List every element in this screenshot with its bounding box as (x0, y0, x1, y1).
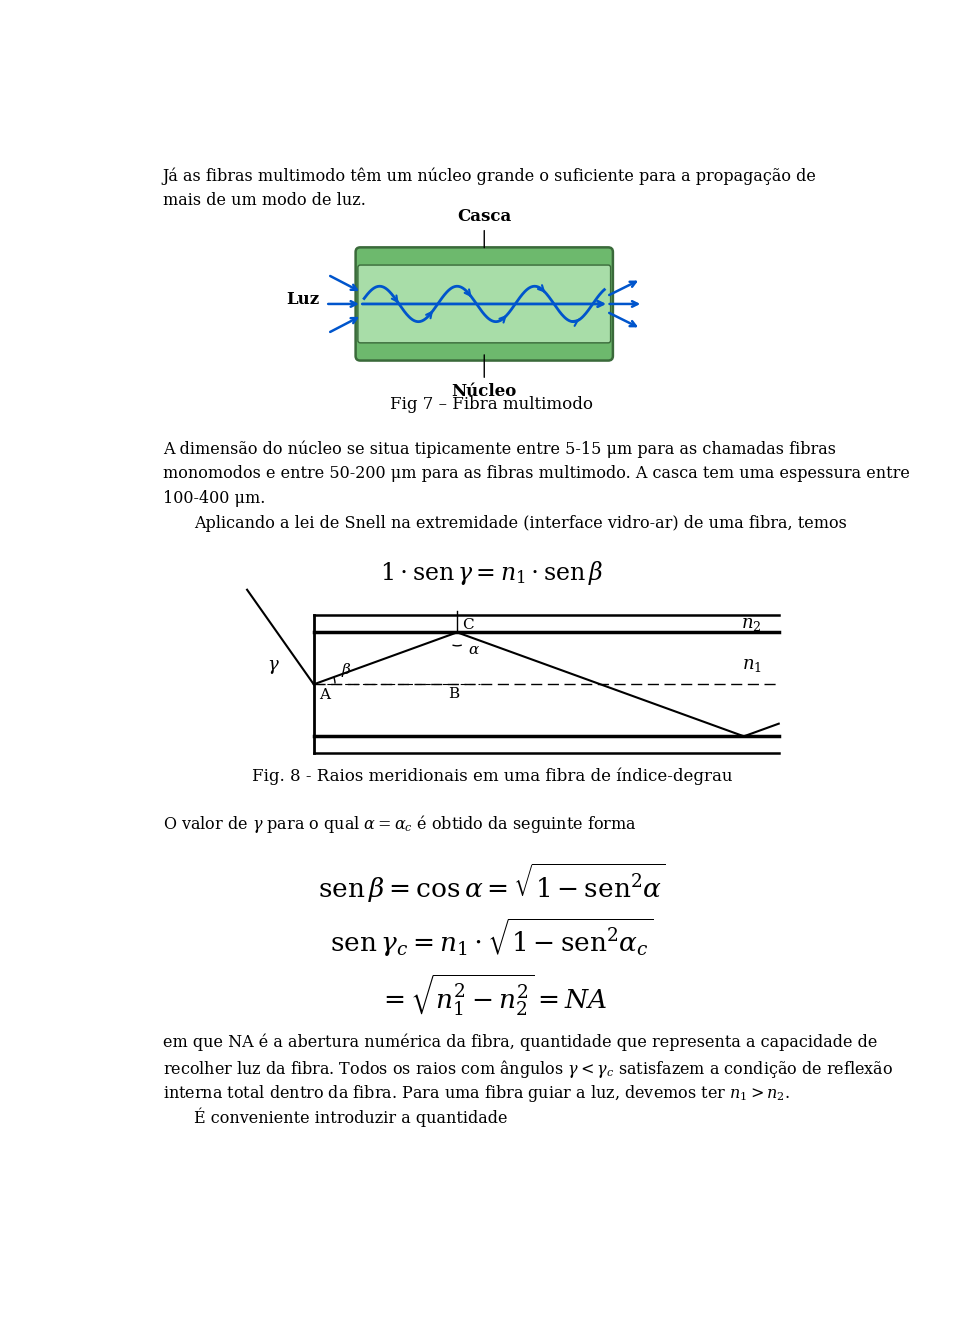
Text: $n_2$: $n_2$ (741, 615, 762, 633)
Text: $\alpha$: $\alpha$ (468, 641, 480, 657)
Text: $\gamma$: $\gamma$ (267, 658, 280, 677)
Text: recolher luz da fibra. Todos os raios com ângulos $\gamma < \gamma_c$ satisfazem: recolher luz da fibra. Todos os raios co… (162, 1058, 893, 1080)
Text: monomodos e entre 50-200 μm para as fibras multimodo. A casca tem uma espessura : monomodos e entre 50-200 μm para as fibr… (162, 465, 909, 482)
Text: É conveniente introduzir a quantidade: É conveniente introduzir a quantidade (194, 1108, 507, 1127)
Text: $= \sqrt{n_1^2 - n_2^2} = NA$: $= \sqrt{n_1^2 - n_2^2} = NA$ (377, 972, 607, 1017)
FancyBboxPatch shape (358, 265, 611, 342)
Text: Núcleo: Núcleo (451, 354, 516, 400)
Text: A: A (319, 687, 330, 702)
Text: A dimensão do núcleo se situa tipicamente entre 5-15 μm para as chamadas fibras: A dimensão do núcleo se situa tipicament… (162, 441, 835, 458)
Text: O valor de $\gamma$ para o qual $\alpha = \alpha_c$ é obtido da seguinte forma: O valor de $\gamma$ para o qual $\alpha … (162, 814, 636, 835)
Text: $\beta$: $\beta$ (341, 661, 351, 680)
Text: $\mathrm{sen}\, \gamma_c = n_1 \cdot \sqrt{1 - \mathrm{sen}^2 \alpha_c}$: $\mathrm{sen}\, \gamma_c = n_1 \cdot \sq… (330, 917, 654, 959)
Text: mais de um modo de luz.: mais de um modo de luz. (162, 192, 366, 209)
Text: Luz: Luz (287, 291, 320, 308)
Text: Fig 7 – Fibra multimodo: Fig 7 – Fibra multimodo (391, 396, 593, 414)
Text: $\mathrm{sen}\, \beta = \cos \alpha = \sqrt{1 - \mathrm{sen}^2 \alpha}$: $\mathrm{sen}\, \beta = \cos \alpha = \s… (318, 861, 666, 905)
Text: C: C (462, 618, 474, 632)
Text: em que NA é a abertura numérica da fibra, quantidade que representa a capacidade: em que NA é a abertura numérica da fibra… (162, 1034, 877, 1051)
Text: Aplicando a lei de Snell na extremidade (interface vidro-ar) de uma fibra, temos: Aplicando a lei de Snell na extremidade … (194, 515, 847, 532)
Text: B: B (447, 687, 459, 702)
FancyBboxPatch shape (355, 248, 612, 361)
Text: 100-400 μm.: 100-400 μm. (162, 490, 265, 507)
Text: Já as fibras multimodo têm um núcleo grande o suficiente para a propagação de: Já as fibras multimodo têm um núcleo gra… (162, 167, 817, 184)
Text: $n_1$: $n_1$ (742, 656, 761, 674)
Text: $1 \cdot \mathrm{sen}\, \gamma = n_1 \cdot \mathrm{sen}\, \beta$: $1 \cdot \mathrm{sen}\, \gamma = n_1 \cd… (380, 560, 604, 587)
Text: Casca: Casca (457, 208, 512, 248)
Text: interna total dentro da fibra. Para uma fibra guiar a luz, devemos ter $n_1 > n_: interna total dentro da fibra. Para uma … (162, 1083, 790, 1104)
Text: Fig. 8 - Raios meridionais em uma fibra de índice-degrau: Fig. 8 - Raios meridionais em uma fibra … (252, 766, 732, 785)
